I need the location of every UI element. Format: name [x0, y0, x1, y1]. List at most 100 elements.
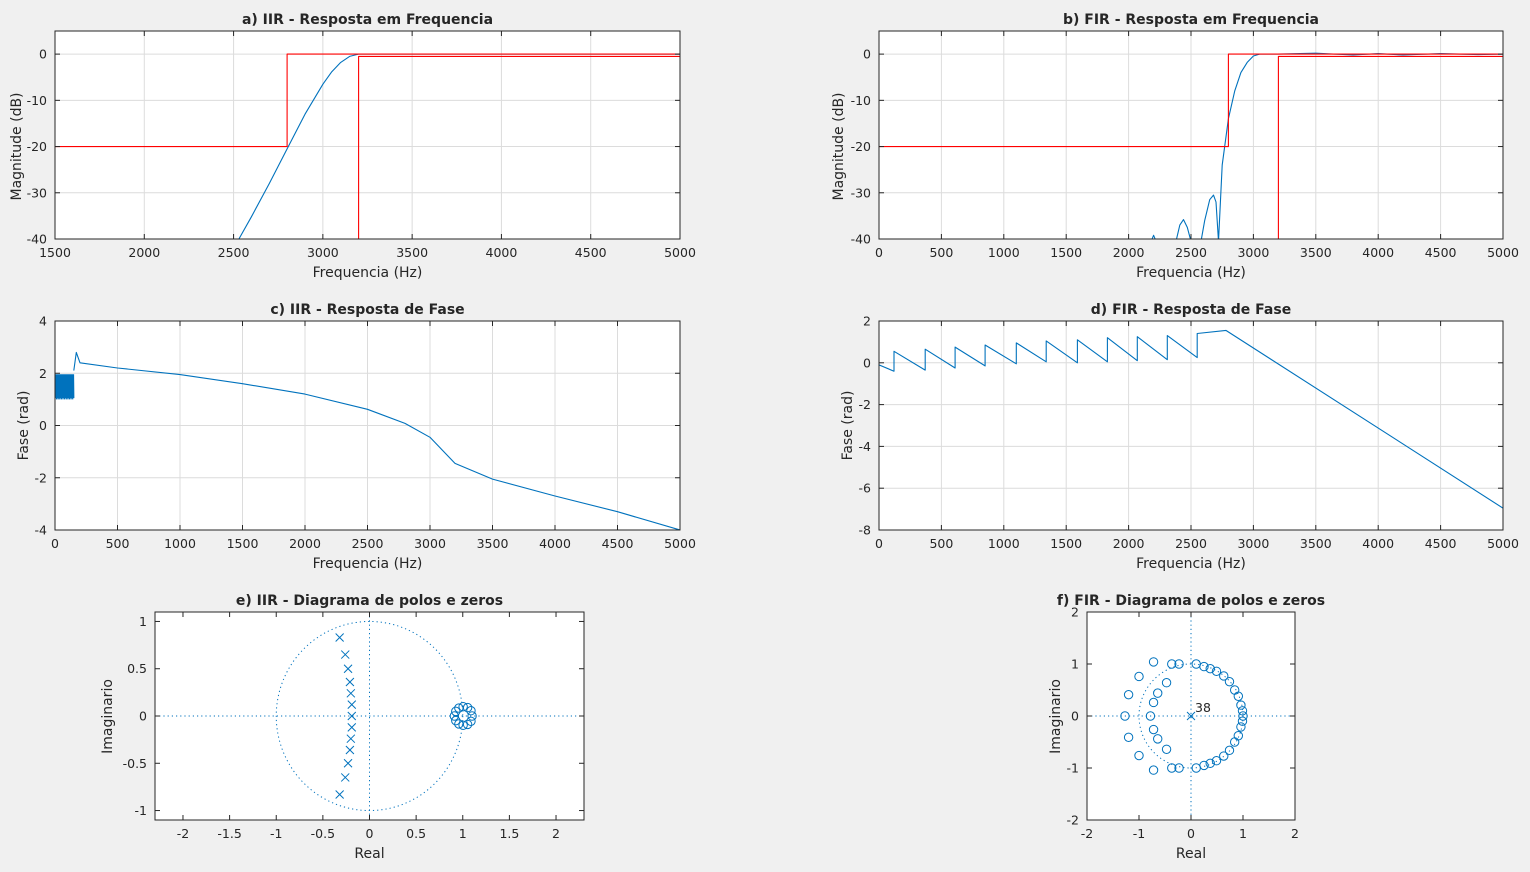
pole-marker [335, 790, 345, 799]
zero-marker [1148, 657, 1159, 667]
pole-marker [343, 664, 353, 674]
y-tick-label: -20 [27, 139, 47, 154]
y-tick-label: -0.5 [123, 756, 147, 771]
y-tick-label: -10 [27, 93, 47, 108]
pole-marker [347, 700, 357, 710]
mask-line [1277, 55, 1503, 239]
xlabel-f: Real [1176, 846, 1206, 862]
pole-marker [1186, 711, 1196, 721]
zero-marker [1238, 711, 1248, 721]
y-tick-label: -10 [851, 93, 871, 108]
x-tick-label: 3500 [396, 245, 428, 260]
pole-stroke [340, 773, 350, 782]
x-tick-label: 1 [459, 826, 467, 841]
y-tick-label: 0 [1071, 709, 1079, 724]
mask-line [55, 53, 680, 148]
x-tick-label: 2000 [289, 536, 321, 551]
y-tick-label: -20 [851, 139, 871, 154]
pole-stroke [345, 745, 355, 755]
x-tick-label: 0.5 [406, 826, 426, 841]
zero-marker [458, 720, 468, 730]
zero-marker [1161, 678, 1172, 688]
title-b: b) FIR - Resposta em Frequencia [1063, 12, 1319, 28]
y-tick-label: 0 [39, 418, 47, 433]
plot-area [879, 329, 1503, 509]
pole-marker [335, 633, 345, 642]
y-tick-label: 0 [139, 709, 147, 724]
y-tick-label: 4 [39, 314, 47, 329]
x-tick-label: -1 [270, 826, 282, 841]
axes-background [55, 31, 680, 239]
x-tick-label: 3000 [1237, 536, 1269, 551]
x-tick-label: 1 [1239, 826, 1247, 841]
y-tick-label: -2 [1067, 813, 1079, 828]
pole-stroke [346, 688, 356, 698]
x-tick-label: 1500 [1050, 536, 1082, 551]
noise-band [55, 374, 75, 400]
xlabel-c: Frequencia (Hz) [313, 556, 423, 572]
plot-area [879, 52, 1503, 239]
x-tick-label: 0 [1187, 826, 1195, 841]
pole-stroke [343, 758, 353, 768]
zero-marker [1167, 659, 1177, 669]
x-tick-label: 500 [929, 245, 953, 260]
title-c: c) IIR - Resposta de Fase [270, 302, 464, 318]
pole-marker [340, 650, 350, 659]
zero-marker [1153, 688, 1163, 698]
pole-stroke [335, 633, 345, 642]
plot-area [155, 612, 584, 820]
zero-marker [1191, 763, 1201, 773]
pole-marker [345, 677, 355, 687]
x-tick-label: 4000 [539, 536, 571, 551]
x-tick-label: 2500 [218, 245, 250, 260]
x-tick-label: 0 [875, 536, 883, 551]
x-tick-label: -0.5 [311, 826, 335, 841]
unit-circle [1138, 663, 1244, 769]
ylabel-a: Magnitude (dB) [9, 92, 25, 200]
pole-stroke [347, 700, 357, 710]
x-tick-label: 4500 [1425, 536, 1457, 551]
x-tick-label: 5000 [1487, 536, 1519, 551]
zero-marker [1224, 676, 1235, 687]
x-tick-label: 2 [1291, 826, 1299, 841]
x-tick-label: 2000 [1113, 536, 1145, 551]
pole-stroke [345, 677, 355, 687]
x-tick-label: 4000 [1362, 245, 1394, 260]
multiplicity-annotation: 38 [1195, 700, 1211, 715]
x-tick-label: 1500 [1050, 245, 1082, 260]
plot-c: 0 500 1000 1500 2000 2500 3000 3500 4000 4500 5000… [35, 314, 696, 552]
y-tick-label: -2 [859, 397, 871, 412]
y-tick-label: -2 [35, 470, 47, 485]
zero-marker [1134, 671, 1144, 682]
zero-marker [454, 703, 464, 713]
zero-marker [1167, 763, 1177, 773]
pole-stroke [347, 711, 357, 721]
xlabel-e: Real [354, 846, 384, 862]
plot-a: 1500 2000 2500 3000 3500 4000 4500 5000 -40 -30 -2… [27, 30, 696, 260]
x-tick-label: 1000 [164, 536, 196, 551]
x-tick-label: 2500 [1175, 245, 1207, 260]
zero-marker [451, 706, 461, 717]
plot-d: 0 500 1000 1500 2000 2500 3000 3500 4000 4500 5000… [859, 314, 1519, 552]
x-tick-label: -2 [1081, 826, 1093, 841]
response-line [879, 329, 1503, 509]
title-e: e) IIR - Diagrama de polos e zeros [236, 593, 503, 609]
x-tick-label: 3000 [414, 536, 446, 551]
zero-marker [1205, 663, 1215, 674]
unit-circle [275, 620, 464, 812]
axes-box [54, 30, 681, 240]
zero-marker [1205, 758, 1215, 769]
x-tick-label: 0 [366, 826, 374, 841]
plot-area [1087, 612, 1295, 820]
zero-marker [1233, 691, 1244, 701]
ylabel-d: Fase (rad) [840, 391, 856, 461]
x-tick-label: 3500 [1300, 245, 1332, 260]
ylabel-c: Fase (rad) [16, 391, 32, 461]
pole-marker [347, 722, 357, 732]
plot-f: -2 -1 0 1 2 -2 -1 0 1 2 [1067, 605, 1299, 842]
xlabel-b: Frequencia (Hz) [1136, 265, 1246, 281]
y-tick-label: 0 [863, 47, 871, 62]
zero-marker [1219, 751, 1229, 761]
y-tick-label: 1 [1071, 657, 1079, 672]
